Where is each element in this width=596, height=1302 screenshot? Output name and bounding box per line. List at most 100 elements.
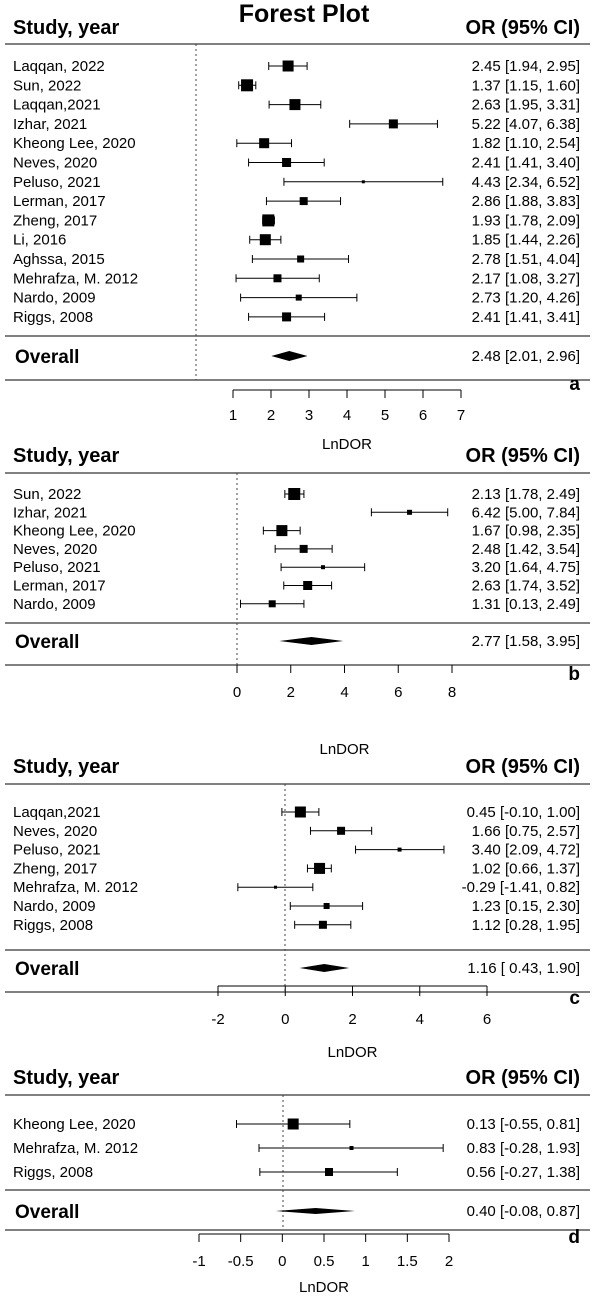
panel-b-col-study-header: Study, year [13, 445, 120, 467]
panel-d-x-tick-label: 1 [361, 1253, 369, 1270]
panel-b-study-label: Neves, 2020 [13, 541, 97, 558]
panel-d-point-estimate [325, 1168, 333, 1176]
panel-b-point-estimate [276, 525, 288, 537]
panel-d-col-or-header: OR (95% CI) [466, 1067, 580, 1089]
panel-a-point-estimate [297, 255, 305, 263]
panel-a-overall-diamond [271, 351, 308, 361]
panel-c-study-label: Mehrafza, M. 2012 [13, 879, 138, 896]
panel-a-point-estimate [259, 234, 271, 246]
panel-a-overall-label: Overall [15, 347, 79, 368]
panel-b-x-tick-label: 4 [340, 684, 348, 701]
panel-b-panel-label: b [568, 664, 580, 685]
panel-c-point-estimate [318, 920, 327, 929]
panel-a-point-estimate [262, 214, 275, 227]
panel-a-x-tick-label: 6 [419, 407, 427, 424]
panel-d-point-estimate [349, 1146, 354, 1150]
panel-b-point-estimate [407, 509, 413, 515]
panel-b-x-tick-label: 2 [287, 684, 295, 701]
panel-a-study-or-text: 2.78 [1.51, 4.04] [472, 251, 580, 268]
panel-b-study-or-text: 1.31 [0.13, 2.49] [472, 596, 580, 613]
panel-d-overall-diamond [275, 1208, 355, 1214]
panel-a-study-label: Laqqan,2021 [13, 97, 101, 114]
panel-a-x-axis-label: LnDOR [322, 436, 372, 453]
panel-b-overall-or-text: 2.77 [1.58, 3.95] [472, 633, 580, 650]
panel-c-overall-or-text: 1.16 [ 0.43, 1.90] [467, 960, 580, 977]
panel-b-x-tick-label: 8 [448, 684, 456, 701]
panel-d-study-label: Kheong Lee, 2020 [13, 1116, 136, 1133]
panel-c-point-estimate [397, 847, 402, 852]
panel-d-panel-label: d [568, 1227, 580, 1248]
panel-d-overall-label: Overall [15, 1202, 79, 1223]
panel-d-x-tick-label: 2 [445, 1253, 453, 1270]
panel-a-x-tick-label: 1 [229, 407, 237, 424]
panel-b-overall-diamond [279, 637, 344, 645]
panel-c-study-or-text: 3.40 [2.09, 4.72] [472, 842, 580, 859]
panel-d-study-label: Mehrafza, M. 2012 [13, 1140, 138, 1157]
panel-a-x-tick-label: 3 [305, 407, 313, 424]
panel-a-study-or-text: 1.93 [1.78, 2.09] [472, 212, 580, 229]
panel-d-overall-or-text: 0.40 [-0.08, 0.87] [467, 1203, 580, 1220]
panel-a-point-estimate [259, 138, 270, 149]
panel-a-col-or-header: OR (95% CI) [466, 17, 580, 39]
panel-b-col-or-header: OR (95% CI) [466, 445, 580, 467]
panel-b-study-or-text: 2.13 [1.78, 2.49] [472, 486, 580, 503]
panel-b-study-or-text: 6.42 [5.00, 7.84] [472, 504, 580, 521]
panel-c-panel-label: c [569, 988, 580, 1009]
panel-a-study-label: Neves, 2020 [13, 155, 97, 172]
panel-c-study-label: Laqqan,2021 [13, 804, 101, 821]
panel-c-point-estimate [273, 885, 277, 889]
figure-title: Forest Plot [239, 0, 370, 28]
panel-b-x-tick-label: 6 [394, 684, 402, 701]
panel-d-point-estimate [287, 1118, 299, 1130]
panel-c-study-label: Peluso, 2021 [13, 842, 101, 859]
panel-b-study-or-text: 1.67 [0.98, 2.35] [472, 523, 580, 540]
panel-a-study-or-text: 2.73 [1.20, 4.26] [472, 290, 580, 307]
panel-d-x-tick-label: 0.5 [314, 1253, 335, 1270]
panel-c-overall-label: Overall [15, 959, 79, 980]
panel-d-study-label: Riggs, 2008 [13, 1164, 93, 1181]
panel-a-point-estimate [241, 79, 254, 92]
panel-b-study-label: Kheong Lee, 2020 [13, 523, 136, 540]
panel-c-study-or-text: 1.66 [0.75, 2.57] [472, 823, 580, 840]
panel-c-study-or-text: 1.02 [0.66, 1.37] [472, 860, 580, 877]
panel-c-x-tick-label: 2 [348, 1011, 356, 1028]
panel-a-point-estimate [289, 99, 301, 111]
panel-b-study-or-text: 3.20 [1.64, 4.75] [472, 559, 580, 576]
panel-c-point-estimate [323, 903, 330, 909]
panel-c-point-estimate [294, 806, 306, 818]
panel-a-study-label: Aghssa, 2015 [13, 251, 105, 268]
panel-c-point-estimate [337, 826, 346, 835]
panel-d-study-or-text: 0.13 [-0.55, 0.81] [467, 1116, 580, 1133]
panel-b-point-estimate [321, 565, 325, 570]
panel-b-study-or-text: 2.48 [1.42, 3.54] [472, 541, 580, 558]
panel-b-point-estimate [288, 488, 301, 500]
panel-a-study-or-text: 2.86 [1.88, 3.83] [472, 193, 580, 210]
panel-a-point-estimate [295, 294, 302, 301]
panel-a-overall-or-text: 2.48 [2.01, 2.96] [472, 348, 580, 365]
panel-a-point-estimate [282, 60, 294, 72]
panel-a-panel-label: a [569, 374, 580, 395]
panel-b-point-estimate [303, 581, 313, 590]
panel-a-point-estimate [282, 158, 292, 167]
panel-a-study-label: Laqqan, 2022 [13, 58, 105, 75]
panel-a-study-or-text: 1.37 [1.15, 1.60] [472, 77, 580, 94]
panel-a-point-estimate [282, 312, 292, 322]
panel-a-study-label: Mehrafza, M. 2012 [13, 270, 138, 287]
panel-d-x-tick-label: 0 [278, 1253, 286, 1270]
panel-a-col-study-header: Study, year [13, 17, 120, 39]
panel-d-x-tick-label: -0.5 [228, 1253, 254, 1270]
panel-c-x-tick-label: 6 [483, 1011, 491, 1028]
panel-d-col-study-header: Study, year [13, 1067, 120, 1089]
panel-a-study-or-text: 1.85 [1.44, 2.26] [472, 232, 580, 249]
panel-a-study-or-text: 2.45 [1.94, 2.95] [472, 58, 580, 75]
panel-a-x-tick-label: 7 [457, 407, 465, 424]
panel-a-x-tick-label: 4 [343, 407, 351, 424]
panel-a-study-or-text: 2.63 [1.95, 3.31] [472, 97, 580, 114]
panel-a-study-or-text: 2.41 [1.41, 3.40] [472, 155, 580, 172]
panel-c-study-or-text: -0.29 [-1.41, 0.82] [462, 879, 580, 896]
panel-d-x-axis-label: LnDOR [299, 1279, 349, 1296]
panel-a-point-estimate [273, 274, 282, 283]
panel-a-study-or-text: 1.82 [1.10, 2.54] [472, 135, 580, 152]
panel-a-point-estimate [388, 119, 398, 129]
panel-a-x-tick-label: 2 [267, 407, 275, 424]
